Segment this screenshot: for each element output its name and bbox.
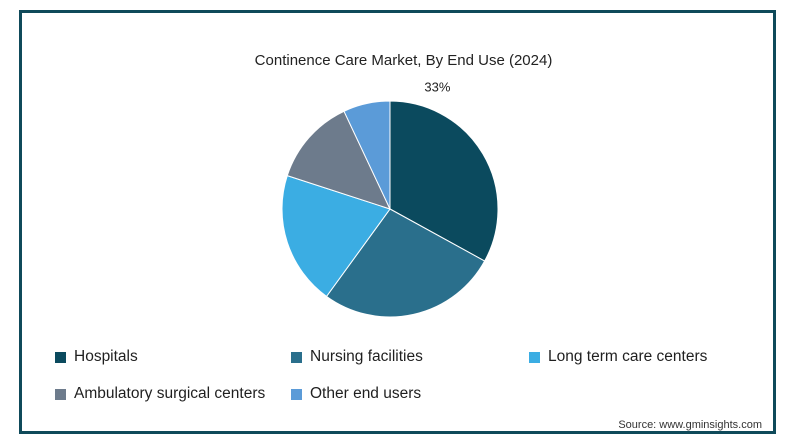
legend-label: Ambulatory surgical centers [74, 385, 266, 402]
legend-label: Long term care centers [548, 348, 708, 365]
data-label-hospitals: 33% [424, 79, 450, 94]
pie-slice-ambulatory-surgical-centers [286, 110, 391, 210]
pie-slice-nursing-facilities [325, 208, 486, 318]
legend-swatch [529, 351, 540, 363]
legend-swatch [55, 388, 66, 400]
legend-swatch [291, 351, 302, 363]
legend-swatch [291, 388, 302, 400]
legend: Hospitals Nursing facilities Long term c… [55, 348, 775, 418]
legend-item-long-term-care-centers: Long term care centers [529, 348, 707, 366]
legend-label: Nursing facilities [310, 348, 423, 365]
pie-slice-long-term-care-centers [281, 174, 391, 298]
legend-item-other-end-users: Other end users [291, 385, 421, 403]
source-note: Source: www.gminsights.com [618, 419, 762, 431]
pie-slice-hospitals [389, 100, 499, 262]
chart-title: Continence Care Market, By End Use (2024… [254, 52, 553, 69]
pie-slice-other-end-users [343, 100, 391, 210]
legend-item-ambulatory-surgical-centers: Ambulatory surgical centers [55, 385, 265, 403]
legend-item-nursing-facilities: Nursing facilities [291, 348, 423, 366]
legend-swatch [55, 351, 66, 363]
legend-item-hospitals: Hospitals [55, 348, 138, 366]
legend-label: Other end users [310, 385, 422, 402]
legend-label: Hospitals [74, 348, 138, 365]
